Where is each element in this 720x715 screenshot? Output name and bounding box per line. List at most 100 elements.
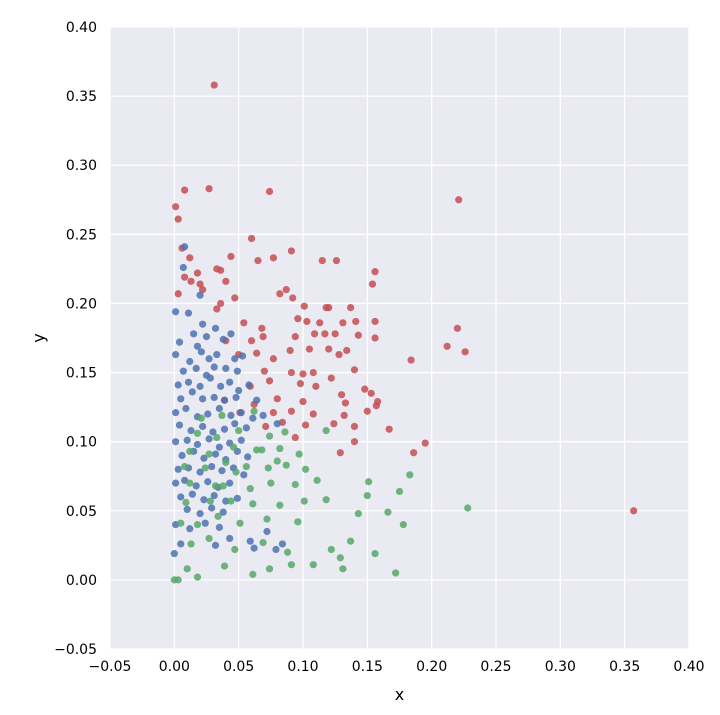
data-point — [177, 519, 185, 527]
data-point — [347, 537, 355, 545]
data-point — [361, 385, 369, 393]
y-tick-label: 0.00 — [66, 573, 97, 589]
data-point — [199, 320, 207, 328]
data-point — [327, 545, 335, 554]
data-point — [215, 443, 223, 451]
data-point — [213, 433, 221, 442]
data-point — [205, 435, 213, 443]
data-point — [322, 496, 330, 504]
data-point — [235, 427, 243, 435]
scatter-points — [170, 81, 638, 584]
data-point — [300, 497, 308, 505]
data-point — [196, 509, 204, 518]
data-point — [322, 427, 330, 435]
data-point — [193, 521, 202, 529]
data-point — [196, 468, 204, 476]
y-tick-label: 0.40 — [66, 20, 97, 36]
data-point — [294, 315, 302, 323]
data-point — [199, 422, 207, 431]
data-point — [208, 504, 216, 512]
data-point — [222, 497, 230, 505]
data-point — [331, 330, 339, 338]
data-point — [178, 451, 186, 460]
data-point — [187, 540, 195, 548]
data-point — [205, 534, 213, 543]
x-tick-label: 0.00 — [159, 659, 190, 675]
data-point — [210, 81, 218, 89]
y-tick-label: 0.25 — [66, 227, 97, 243]
data-point — [291, 333, 299, 341]
data-point — [282, 286, 290, 294]
data-point — [210, 363, 218, 371]
data-point — [365, 478, 373, 486]
data-point — [237, 436, 245, 444]
data-point — [201, 464, 209, 472]
data-point — [192, 364, 200, 373]
data-point — [246, 485, 254, 493]
data-point — [183, 565, 191, 573]
data-point — [287, 368, 296, 377]
data-point — [246, 537, 254, 545]
data-point — [209, 428, 217, 436]
data-point — [299, 397, 307, 406]
data-point — [192, 482, 200, 490]
data-point — [384, 508, 392, 516]
data-point — [222, 277, 230, 285]
data-point — [399, 521, 407, 529]
data-point — [210, 491, 218, 500]
data-point — [347, 303, 355, 312]
data-point — [205, 185, 213, 193]
data-point — [294, 518, 302, 526]
data-point — [242, 462, 250, 471]
data-point — [196, 382, 204, 390]
data-point — [215, 404, 223, 413]
data-point — [175, 421, 184, 429]
data-point — [210, 393, 218, 402]
data-point — [177, 395, 185, 403]
y-tick-label: 0.35 — [66, 89, 97, 105]
data-point — [193, 440, 202, 449]
plot-background — [110, 27, 689, 649]
x-tick-label: 0.35 — [609, 659, 640, 675]
data-point — [214, 512, 222, 520]
data-point — [231, 355, 239, 363]
data-point — [316, 319, 324, 327]
data-point — [186, 447, 194, 455]
data-point — [367, 389, 375, 397]
data-point — [227, 497, 235, 505]
y-tick-label: 0.15 — [66, 366, 97, 382]
data-point — [181, 462, 189, 471]
data-point — [309, 368, 317, 377]
data-point — [336, 554, 344, 562]
data-point — [273, 457, 281, 465]
data-point — [269, 409, 278, 417]
data-point — [283, 548, 292, 556]
data-point — [226, 534, 234, 543]
data-point — [174, 576, 182, 584]
data-point — [199, 395, 207, 403]
data-point — [172, 350, 180, 359]
data-point — [218, 467, 226, 475]
data-point — [211, 541, 220, 549]
data-point — [461, 348, 469, 356]
data-point — [343, 346, 351, 355]
data-point — [182, 498, 190, 507]
data-point — [200, 454, 208, 462]
data-point — [325, 303, 333, 312]
data-point — [219, 482, 227, 490]
data-point — [371, 268, 379, 276]
data-point — [262, 422, 270, 431]
data-point — [371, 550, 379, 558]
data-point — [352, 317, 360, 326]
data-point — [443, 342, 451, 350]
data-point — [287, 247, 296, 255]
data-point — [220, 562, 229, 570]
data-point — [245, 381, 253, 389]
data-point — [368, 280, 377, 288]
data-point — [259, 411, 267, 420]
data-point — [321, 330, 329, 338]
data-point — [265, 432, 274, 440]
data-point — [301, 465, 310, 473]
data-point — [174, 290, 182, 298]
